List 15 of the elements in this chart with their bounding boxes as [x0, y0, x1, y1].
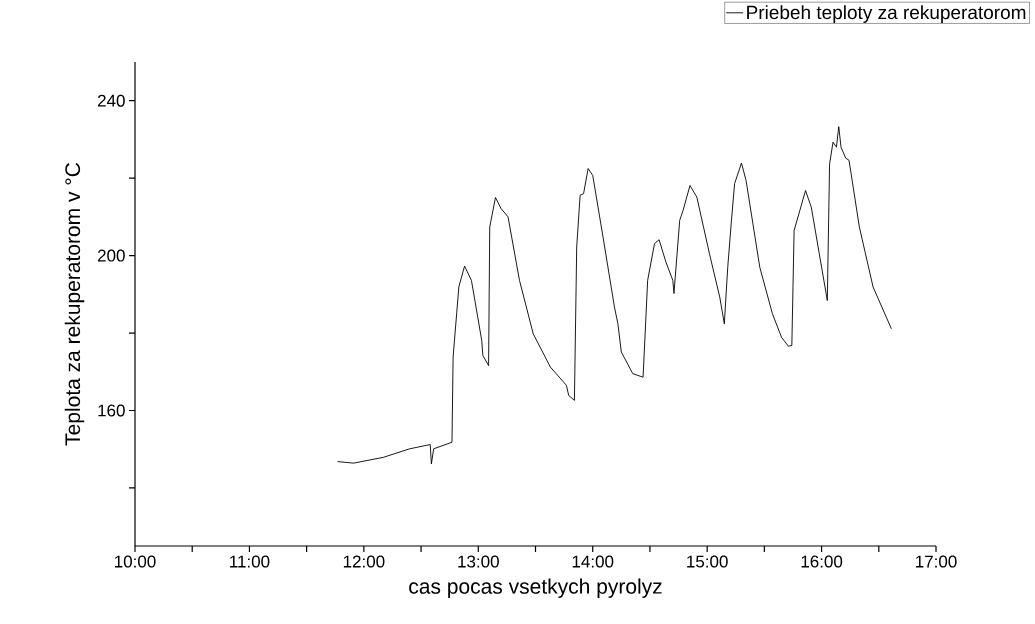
x-tick-label: 14:00	[572, 555, 614, 568]
x-tick-label: 10:00	[115, 555, 156, 568]
x-tick-label: 17:00	[916, 555, 957, 568]
x-tick-label: 13:00	[458, 555, 499, 568]
line-series	[337, 126, 892, 465]
legend-label: Priebeh teploty za rekuperatorom	[747, 5, 1026, 23]
y-tick-label: 200	[97, 249, 125, 262]
x-tick-label: 16:00	[801, 555, 843, 568]
y-tick-label: 160	[98, 404, 125, 417]
x-tick-label: 15:00	[687, 555, 728, 568]
y-axis-title: Teplota za rekuperatorom v °C	[64, 162, 85, 446]
y-tick-label: 240	[97, 94, 125, 107]
x-tick-label: 11:00	[230, 555, 270, 568]
x-tick-label: 12:00	[343, 555, 385, 568]
x-axis-title: cas pocas vsetkych pyrolyz	[409, 578, 662, 598]
